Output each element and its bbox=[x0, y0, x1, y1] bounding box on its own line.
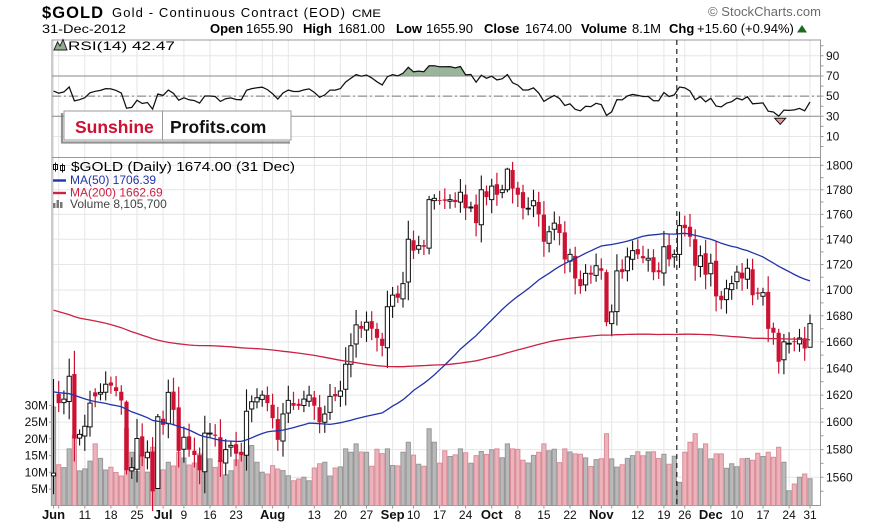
svg-text:Open: Open bbox=[210, 21, 243, 36]
svg-text:1600: 1600 bbox=[826, 415, 853, 429]
svg-text:Dec: Dec bbox=[699, 507, 723, 522]
svg-text:15M: 15M bbox=[25, 449, 48, 463]
svg-text:+15.60 (+0.94%): +15.60 (+0.94%) bbox=[697, 21, 794, 36]
svg-text:1674.00: 1674.00 bbox=[525, 21, 572, 36]
svg-text:MA(50) 1706.39: MA(50) 1706.39 bbox=[70, 173, 156, 187]
svg-text:RSI(14) 42.47: RSI(14) 42.47 bbox=[68, 39, 175, 53]
svg-text:Close: Close bbox=[484, 21, 519, 36]
svg-text:30: 30 bbox=[826, 109, 840, 123]
svg-text:13: 13 bbox=[308, 508, 322, 522]
svg-text:19: 19 bbox=[657, 508, 671, 522]
svg-text:5M: 5M bbox=[31, 482, 48, 496]
svg-text:1655.90: 1655.90 bbox=[246, 21, 293, 36]
svg-text:18: 18 bbox=[104, 508, 118, 522]
svg-text:Volume 8,105,700: Volume 8,105,700 bbox=[70, 197, 167, 211]
svg-text:8.1M: 8.1M bbox=[632, 21, 661, 36]
svg-text:Sep: Sep bbox=[381, 507, 405, 522]
svg-text:1700: 1700 bbox=[826, 283, 853, 297]
svg-text:30M: 30M bbox=[25, 398, 48, 412]
svg-text:1740: 1740 bbox=[826, 232, 853, 246]
svg-text:10: 10 bbox=[826, 130, 840, 144]
svg-text:CME: CME bbox=[352, 8, 381, 20]
svg-text:1640: 1640 bbox=[826, 361, 853, 375]
svg-text:10: 10 bbox=[407, 508, 421, 522]
svg-text:1800: 1800 bbox=[826, 158, 853, 172]
svg-text:23: 23 bbox=[229, 508, 243, 522]
svg-text:10M: 10M bbox=[25, 465, 48, 479]
svg-text:1681.00: 1681.00 bbox=[338, 21, 385, 36]
svg-text:12: 12 bbox=[631, 508, 645, 522]
svg-text:Low: Low bbox=[396, 21, 423, 36]
svg-text:20M: 20M bbox=[25, 432, 48, 446]
svg-text:15: 15 bbox=[537, 508, 551, 522]
svg-text:17: 17 bbox=[433, 508, 447, 522]
svg-text:25: 25 bbox=[130, 508, 144, 522]
svg-text:9: 9 bbox=[181, 508, 188, 522]
svg-text:90: 90 bbox=[826, 49, 840, 63]
svg-text:Jul: Jul bbox=[154, 507, 173, 522]
svg-text:Jun: Jun bbox=[42, 507, 65, 522]
svg-text:1620: 1620 bbox=[826, 388, 853, 402]
svg-text:11: 11 bbox=[79, 508, 92, 522]
svg-text:$GOLD (Daily) 1674.00 (31 Dec): $GOLD (Daily) 1674.00 (31 Dec) bbox=[71, 159, 295, 174]
svg-text:1580: 1580 bbox=[826, 443, 853, 457]
svg-text:Oct: Oct bbox=[481, 507, 503, 522]
svg-text:10: 10 bbox=[730, 508, 744, 522]
svg-text:24: 24 bbox=[782, 508, 796, 522]
svg-text:70: 70 bbox=[826, 69, 840, 83]
svg-text:Aug: Aug bbox=[260, 507, 285, 522]
svg-text:20: 20 bbox=[334, 508, 348, 522]
svg-text:8: 8 bbox=[514, 508, 521, 522]
svg-text:Chg: Chg bbox=[669, 21, 694, 36]
svg-text:© StockCharts.com: © StockCharts.com bbox=[708, 4, 821, 19]
svg-text:1655.90: 1655.90 bbox=[426, 21, 473, 36]
svg-text:Volume: Volume bbox=[581, 21, 627, 36]
svg-text:1660: 1660 bbox=[826, 335, 853, 349]
svg-text:22: 22 bbox=[563, 508, 577, 522]
svg-text:24: 24 bbox=[459, 508, 473, 522]
svg-text:High: High bbox=[303, 21, 332, 36]
svg-text:Sunshine: Sunshine bbox=[75, 117, 154, 137]
svg-text:25M: 25M bbox=[25, 415, 48, 429]
svg-text:17: 17 bbox=[756, 508, 770, 522]
svg-text:1680: 1680 bbox=[826, 309, 853, 323]
svg-text:Gold - Continuous Contract (EO: Gold - Continuous Contract (EOD) bbox=[112, 5, 345, 20]
svg-text:16: 16 bbox=[203, 508, 217, 522]
svg-text:1760: 1760 bbox=[826, 207, 853, 221]
svg-text:26: 26 bbox=[678, 508, 692, 522]
svg-text:31: 31 bbox=[803, 508, 817, 522]
svg-text:31-Dec-2012: 31-Dec-2012 bbox=[42, 22, 126, 36]
svg-text:1780: 1780 bbox=[826, 183, 853, 197]
svg-text:50: 50 bbox=[826, 89, 840, 103]
svg-text:$GOLD: $GOLD bbox=[42, 4, 103, 22]
svg-text:1560: 1560 bbox=[826, 470, 853, 484]
svg-text:MA(200) 1662.69: MA(200) 1662.69 bbox=[70, 186, 163, 200]
svg-text:Profits.com: Profits.com bbox=[170, 117, 266, 137]
svg-text:1720: 1720 bbox=[826, 258, 853, 272]
svg-text:Nov: Nov bbox=[589, 507, 614, 522]
svg-text:27: 27 bbox=[360, 508, 374, 522]
